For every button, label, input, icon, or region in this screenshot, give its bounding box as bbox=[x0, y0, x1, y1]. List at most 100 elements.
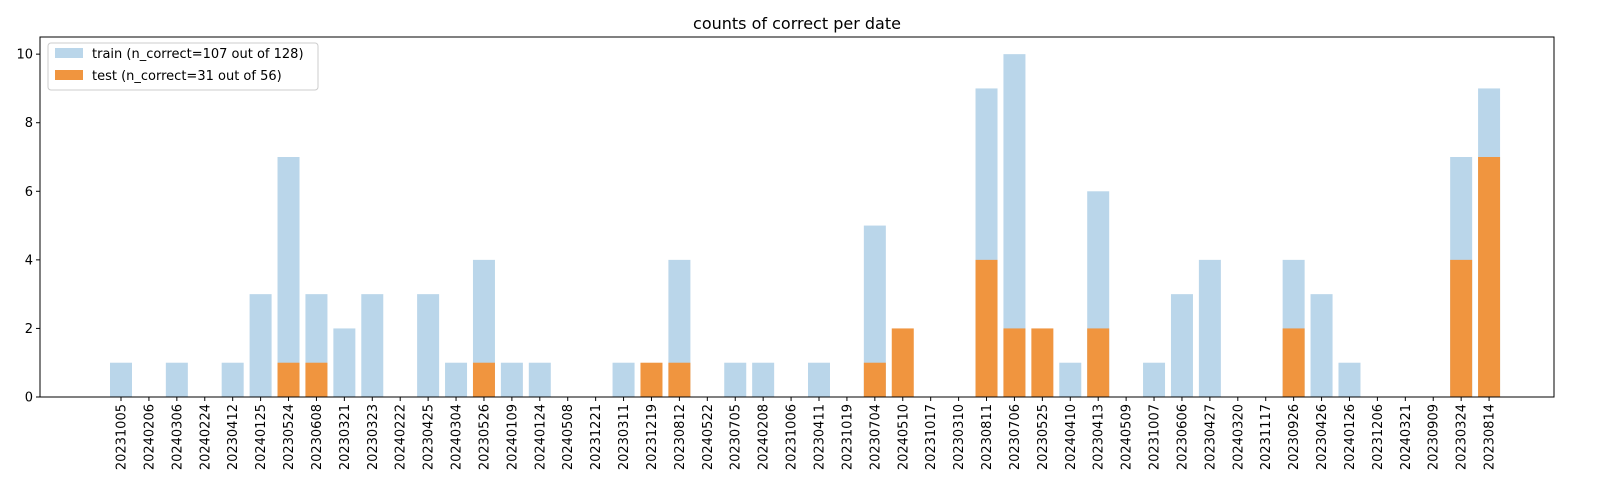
test-bar-20230704 bbox=[863, 362, 886, 397]
x-tick-label-20231019: 20231019 bbox=[840, 404, 855, 470]
x-tick-label-20230606: 20230606 bbox=[1175, 404, 1190, 470]
test-bar-20230812 bbox=[668, 362, 691, 397]
x-tick-label-20231117: 20231117 bbox=[1259, 404, 1274, 470]
x-tick-label-20230812: 20230812 bbox=[673, 404, 688, 470]
train-bar-20230412 bbox=[221, 362, 244, 397]
plot-frame bbox=[39, 36, 1555, 398]
legend-label-test: test (n_correct=31 out of 56) bbox=[92, 69, 282, 84]
x-tick-label-20240208: 20240208 bbox=[757, 404, 772, 470]
test-bar-20230413 bbox=[1087, 328, 1110, 397]
x-tick-label-20240125: 20240125 bbox=[254, 404, 269, 470]
x-tick-label-20230310: 20230310 bbox=[952, 404, 967, 470]
x-tick-label-20240509: 20240509 bbox=[1120, 404, 1135, 470]
train-bar-20230706 bbox=[1003, 54, 1026, 397]
y-tick-label-8: 8 bbox=[25, 116, 33, 131]
x-tick-label-20230412: 20230412 bbox=[226, 404, 241, 470]
x-tick-label-20230324: 20230324 bbox=[1455, 404, 1470, 470]
x-tick-label-20230704: 20230704 bbox=[868, 404, 883, 470]
chart-title: counts of correct per date bbox=[693, 14, 901, 33]
test-bar-20230525 bbox=[1031, 328, 1054, 397]
legend-swatch-train bbox=[55, 48, 83, 58]
x-tick-label-20231017: 20231017 bbox=[924, 404, 939, 470]
x-tick-label-20240222: 20240222 bbox=[394, 404, 409, 470]
train-bar-20230427 bbox=[1198, 259, 1221, 397]
test-bar-20230324 bbox=[1450, 259, 1473, 397]
test-bar-20230926 bbox=[1282, 328, 1305, 397]
train-bar-20230311 bbox=[612, 362, 635, 397]
x-tick-label-20230427: 20230427 bbox=[1203, 404, 1218, 470]
x-tick-label-20230311: 20230311 bbox=[617, 404, 632, 470]
test-bar-20230608 bbox=[305, 362, 328, 397]
x-tick-label-20240522: 20240522 bbox=[701, 404, 716, 470]
legend-box bbox=[47, 42, 319, 91]
x-tick-label-20231221: 20231221 bbox=[589, 404, 604, 470]
x-tick-label-20230411: 20230411 bbox=[813, 404, 828, 470]
test-bar-20230814 bbox=[1478, 157, 1501, 397]
x-tick-label-20230425: 20230425 bbox=[422, 404, 437, 470]
train-bar-20230323 bbox=[361, 294, 384, 397]
train-bar-20240109 bbox=[500, 362, 523, 397]
x-tick-label-20240126: 20240126 bbox=[1343, 404, 1358, 470]
legend-label-train: train (n_correct=107 out of 128) bbox=[92, 47, 304, 62]
x-tick-label-20240124: 20240124 bbox=[533, 404, 548, 470]
test-bar-20231219 bbox=[640, 362, 663, 397]
test-bar-20230524 bbox=[277, 362, 300, 397]
x-tick-label-20230413: 20230413 bbox=[1092, 404, 1107, 470]
train-bar-20240125 bbox=[249, 294, 272, 397]
legend-swatch-test bbox=[55, 70, 83, 80]
y-tick-label-0: 0 bbox=[25, 391, 33, 406]
test-bar-20230811 bbox=[975, 259, 998, 397]
train-bar-20240126 bbox=[1338, 362, 1361, 397]
x-tick-label-20230814: 20230814 bbox=[1483, 404, 1498, 470]
train-bar-20230411 bbox=[808, 362, 830, 397]
train-bar-20230704 bbox=[863, 225, 886, 397]
y-tick-label-4: 4 bbox=[25, 253, 33, 268]
x-tick-label-20231219: 20231219 bbox=[645, 404, 660, 470]
legend: train (n_correct=107 out of 128) test (n… bbox=[47, 42, 319, 91]
x-tick-label-20230323: 20230323 bbox=[366, 404, 381, 470]
test-bar-20230706 bbox=[1003, 328, 1026, 397]
x-tick-label-20240306: 20240306 bbox=[170, 404, 185, 470]
y-tick-label-10: 10 bbox=[16, 48, 33, 63]
y-tick-label-2: 2 bbox=[25, 322, 33, 337]
x-tick-label-20230811: 20230811 bbox=[980, 404, 995, 470]
train-bar-20230321 bbox=[333, 328, 356, 397]
x-tick-label-20240410: 20240410 bbox=[1064, 404, 1079, 470]
x-tick-label-20230525: 20230525 bbox=[1036, 404, 1051, 470]
train-bar-20231007 bbox=[1143, 362, 1166, 397]
train-bar-20230426 bbox=[1310, 294, 1333, 397]
x-tick-label-20230706: 20230706 bbox=[1008, 404, 1023, 470]
x-tick-label-20240510: 20240510 bbox=[896, 404, 911, 470]
test-bar-20240510 bbox=[891, 328, 914, 397]
train-bar-20230606 bbox=[1170, 294, 1193, 397]
y-tick-label-6: 6 bbox=[25, 185, 33, 200]
x-tick-label-20240508: 20240508 bbox=[561, 404, 576, 470]
x-tick-label-20231005: 20231005 bbox=[115, 404, 130, 470]
x-tick-label-20230608: 20230608 bbox=[310, 404, 325, 470]
x-tick-label-20231007: 20231007 bbox=[1148, 404, 1163, 470]
x-tick-label-20230426: 20230426 bbox=[1315, 404, 1330, 470]
test-bars bbox=[277, 157, 1501, 397]
x-axis: 20231005 20240206 20240306 20240224 20230412… bbox=[115, 397, 1498, 470]
x-tick-label-20230705: 20230705 bbox=[729, 404, 744, 470]
train-bar-20230425 bbox=[417, 294, 440, 397]
x-tick-label-20240224: 20240224 bbox=[198, 404, 213, 470]
train-bar-20240410 bbox=[1059, 362, 1082, 397]
x-tick-label-20230909: 20230909 bbox=[1427, 404, 1442, 470]
x-tick-label-20230321: 20230321 bbox=[338, 404, 353, 470]
x-tick-label-20230526: 20230526 bbox=[477, 404, 492, 470]
x-tick-label-20240321: 20240321 bbox=[1399, 404, 1414, 470]
x-tick-label-20230926: 20230926 bbox=[1287, 404, 1302, 470]
x-tick-label-20231006: 20231006 bbox=[785, 404, 800, 470]
train-bar-20240124 bbox=[528, 362, 551, 397]
train-bar-20240304 bbox=[445, 362, 468, 397]
x-tick-label-20231206: 20231206 bbox=[1371, 404, 1386, 470]
x-tick-label-20240304: 20240304 bbox=[450, 404, 465, 470]
train-bar-20230705 bbox=[724, 362, 747, 397]
x-tick-label-20240109: 20240109 bbox=[505, 404, 520, 470]
train-bar-20240208 bbox=[752, 362, 775, 397]
train-bar-20230524 bbox=[277, 157, 300, 397]
train-bar-20240306 bbox=[165, 362, 188, 397]
x-tick-label-20240206: 20240206 bbox=[142, 404, 157, 470]
